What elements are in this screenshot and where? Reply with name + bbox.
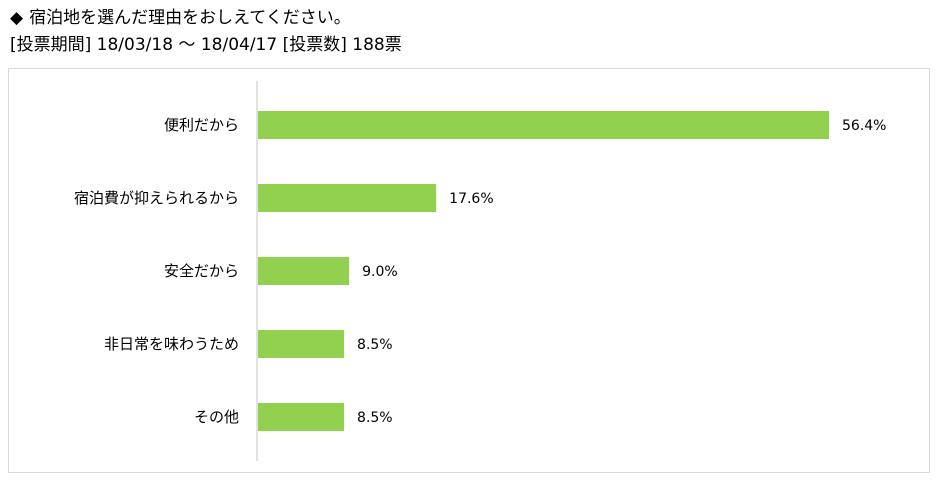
bar (258, 111, 829, 139)
bar (258, 184, 437, 212)
period-label: [投票期間] (10, 35, 92, 55)
bar (258, 330, 345, 358)
value-label: 9.0% (362, 264, 398, 280)
bar (258, 257, 350, 285)
question-title: ◆ 宿泊地を選んだ理由をおしえてください。 (10, 6, 930, 30)
category-label: 安全だから (164, 262, 239, 280)
category-label: その他 (194, 408, 239, 426)
diamond-icon: ◆ (10, 8, 24, 28)
count-value: 188票 (352, 35, 402, 55)
chart-frame: 便利だから 56.4% 宿泊費が抑えられるから 17.6% 安全だから 9.0% 非日常を味… (8, 68, 930, 473)
category-label: 便利だから (164, 116, 239, 134)
vote-info: [投票期間] 18/03/18 ～ 18/04/17 [投票数] 188票 (10, 33, 930, 57)
chart-header: ◆ 宿泊地を選んだ理由をおしえてください。 [投票期間] 18/03/18 ～ 1… (10, 6, 930, 57)
bar-chart: 便利だから 56.4% 宿泊費が抑えられるから 17.6% 安全だから 9.0% 非日常を味… (74, 81, 886, 461)
question-text: 宿泊地を選んだ理由をおしえてください。 (29, 8, 351, 28)
value-label: 56.4% (842, 118, 886, 134)
category-label: 非日常を味わうため (104, 335, 239, 353)
bar (258, 403, 345, 431)
category-label: 宿泊費が抑えられるから (74, 189, 239, 207)
count-label: [投票数] (282, 35, 347, 55)
value-label: 17.6% (449, 191, 493, 207)
period-value: 18/03/18 ～ 18/04/17 (96, 35, 278, 55)
value-label: 8.5% (357, 410, 393, 426)
value-label: 8.5% (357, 337, 393, 353)
